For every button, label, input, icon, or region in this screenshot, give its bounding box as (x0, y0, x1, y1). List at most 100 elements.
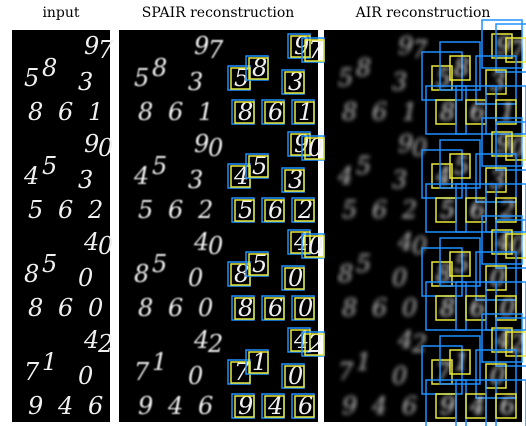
digit: 5 (342, 196, 357, 224)
digit: 9 (84, 130, 99, 158)
digit: 4 (23, 162, 39, 190)
digit: 6 (58, 196, 73, 224)
column-header: SPAIR reconstruction (142, 5, 295, 21)
digit: 5 (152, 152, 167, 180)
digit: 4 (337, 162, 353, 190)
digit: 0 (98, 134, 113, 162)
digit: 3 (78, 166, 93, 194)
digit: 6 (168, 98, 183, 126)
digit: 8 (342, 98, 357, 126)
digit: 6 (372, 294, 387, 322)
digit: 6 (500, 392, 515, 420)
digit: 4 (193, 326, 209, 354)
digit: 8 (138, 98, 153, 126)
digit: 6 (58, 294, 73, 322)
digit: 5 (454, 250, 469, 278)
digit: 9 (28, 392, 43, 420)
digit: 0 (98, 232, 113, 260)
digit: 1 (198, 98, 213, 126)
digit: 2 (509, 330, 525, 358)
digit: 6 (402, 392, 417, 420)
digit: 2 (197, 196, 213, 224)
digit: 4 (469, 392, 485, 420)
digit: 5 (28, 196, 43, 224)
digit: 4 (435, 162, 451, 190)
digit: 3 (392, 68, 407, 96)
digit: 9 (342, 392, 357, 420)
digit: 8 (42, 54, 57, 82)
digit: 0 (490, 362, 505, 390)
digit: 7 (24, 358, 40, 386)
column-header: input (42, 5, 79, 21)
digit: 7 (510, 36, 526, 64)
digit: 5 (338, 64, 353, 92)
digit: 2 (401, 196, 417, 224)
digit: 8 (440, 98, 455, 126)
digit: 7 (134, 358, 150, 386)
digit: 0 (510, 134, 525, 162)
digit: 6 (58, 98, 73, 126)
digit: 3 (78, 68, 93, 96)
digit: 4 (83, 326, 99, 354)
digit: 9 (398, 130, 413, 158)
digit: 5 (440, 196, 455, 224)
digit: 8 (152, 54, 167, 82)
digit: 5 (42, 250, 57, 278)
digit: 1 (88, 98, 103, 126)
digit: 7 (338, 358, 354, 386)
digit: 5 (356, 152, 371, 180)
digit: 2 (207, 330, 223, 358)
digit: 0 (208, 232, 223, 260)
digit: 9 (194, 130, 209, 158)
digit: 4 (397, 326, 413, 354)
digit: 3 (490, 166, 505, 194)
digit: 5 (454, 152, 469, 180)
digit: 5 (134, 64, 149, 92)
digit: 2 (87, 196, 103, 224)
digit: 2 (97, 330, 113, 358)
column-header: AIR reconstruction (355, 5, 491, 21)
digit: 6 (168, 294, 183, 322)
digit: 3 (188, 68, 203, 96)
digit: 4 (397, 228, 413, 256)
digit: 7 (98, 36, 114, 64)
digit: 0 (412, 232, 427, 260)
digit: 1 (454, 348, 469, 376)
digit: 9 (194, 32, 209, 60)
digit: 8 (436, 260, 451, 288)
digit: 6 (470, 294, 485, 322)
digit: 6 (168, 196, 183, 224)
digit: 9 (84, 32, 99, 60)
digit: 0 (510, 232, 525, 260)
digit: 9 (138, 392, 153, 420)
digit: 8 (342, 294, 357, 322)
digit: 5 (436, 64, 451, 92)
digit: 5 (356, 250, 371, 278)
digit: 6 (470, 98, 485, 126)
digit: 6 (88, 392, 103, 420)
digit: 3 (392, 166, 407, 194)
digit: 0 (490, 264, 505, 292)
digit: 4 (371, 392, 387, 420)
digit: 0 (208, 134, 223, 162)
digit: 0 (392, 362, 407, 390)
digit: 1 (152, 348, 167, 376)
digit: 6 (470, 196, 485, 224)
digit: 8 (440, 294, 455, 322)
digit: 8 (24, 260, 39, 288)
digit: 7 (412, 36, 428, 64)
digit: 8 (28, 294, 43, 322)
digit: 7 (208, 36, 224, 64)
digit: 1 (356, 348, 371, 376)
digit: 0 (198, 294, 213, 322)
digit: 8 (28, 98, 43, 126)
digit: 4 (167, 392, 183, 420)
digit: 1 (42, 348, 57, 376)
digit: 8 (134, 260, 149, 288)
digit: 0 (78, 362, 93, 390)
digit: 8 (138, 294, 153, 322)
digit: 4 (133, 162, 149, 190)
digit: 8 (338, 260, 353, 288)
digit: 0 (88, 294, 103, 322)
digit: 6 (372, 196, 387, 224)
